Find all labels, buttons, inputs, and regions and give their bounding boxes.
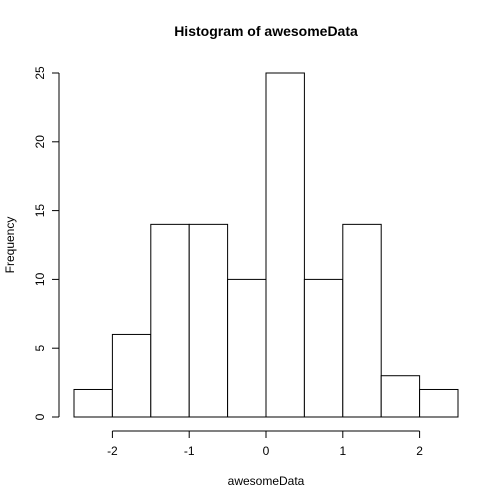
chart-title: Histogram of awesomeData [174,23,358,39]
y-tick-label-2: 10 [33,272,47,286]
histogram-bar-3 [188,223,229,418]
x-tick-label-2: 0 [263,444,270,458]
histogram-bar-1 [111,333,152,418]
histogram-bar-7 [342,223,382,418]
y-tick-label-5: 25 [33,66,47,80]
y-axis: 0 5 10 15 20 25 [33,66,60,420]
histogram-bar-6 [303,278,344,418]
bars-group [73,72,459,418]
x-tick-label-4: 2 [416,444,423,458]
histogram-bar-4 [227,278,267,418]
histogram-bar-9 [419,388,459,418]
histogram-bar-2 [150,223,190,418]
histogram-bar-8 [380,375,421,418]
y-tick-label-4: 20 [33,135,47,149]
y-tick-label-3: 15 [33,204,47,218]
y-axis-label: Frequency [3,217,17,274]
x-tick-label-3: 1 [339,444,346,458]
y-tick-label-0: 0 [33,413,47,420]
y-tick-label-1: 5 [33,345,47,352]
histogram-bar-5 [265,72,305,418]
x-tick-label-1: -1 [184,444,195,458]
x-axis-label: awesomeData [228,474,305,488]
x-tick-label-0: -2 [107,444,118,458]
histogram-bar-0 [73,388,113,418]
x-axis: -2 -1 0 1 2 [107,430,423,458]
